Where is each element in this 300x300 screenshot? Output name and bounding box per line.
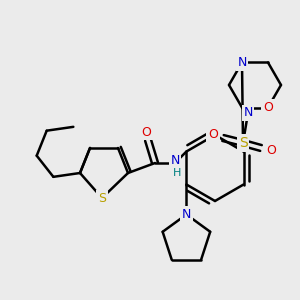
Text: N: N [182,208,191,221]
Text: O: O [263,101,273,114]
Text: S: S [238,136,247,150]
Text: H: H [173,168,181,178]
Text: N: N [170,154,180,167]
Text: O: O [266,143,276,157]
Text: N: N [237,56,247,69]
Text: O: O [141,125,151,139]
Text: S: S [98,191,106,205]
Text: O: O [208,128,218,142]
Text: N: N [243,106,253,119]
